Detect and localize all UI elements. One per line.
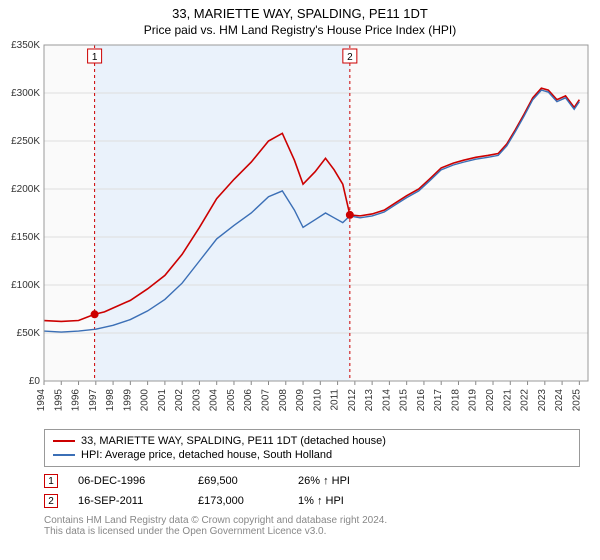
svg-text:2017: 2017 (433, 389, 444, 412)
svg-text:1997: 1997 (88, 389, 99, 412)
footer-line: This data is licensed under the Open Gov… (44, 526, 580, 537)
page-title: 33, MARIETTE WAY, SPALDING, PE11 1DT (0, 0, 600, 21)
event-table: 1 06-DEC-1996 £69,500 26% ↑ HPI 2 16-SEP… (44, 471, 580, 511)
svg-text:2021: 2021 (502, 389, 513, 412)
svg-text:1995: 1995 (53, 389, 64, 412)
event-price: £173,000 (198, 495, 278, 507)
svg-text:2018: 2018 (450, 389, 461, 412)
event-date: 06-DEC-1996 (78, 475, 178, 487)
svg-text:2022: 2022 (520, 389, 531, 412)
svg-text:2013: 2013 (364, 389, 375, 412)
legend-item: HPI: Average price, detached house, Sout… (53, 448, 571, 462)
svg-text:2008: 2008 (278, 389, 289, 412)
svg-text:£350K: £350K (11, 41, 40, 51)
page-subtitle: Price paid vs. HM Land Registry's House … (0, 21, 600, 41)
event-date: 16-SEP-2011 (78, 495, 178, 507)
svg-text:£200K: £200K (11, 184, 40, 195)
svg-text:2003: 2003 (191, 389, 202, 412)
svg-text:1: 1 (92, 52, 98, 63)
svg-text:2010: 2010 (312, 389, 323, 412)
svg-text:£50K: £50K (17, 328, 41, 339)
svg-text:£150K: £150K (11, 232, 40, 243)
svg-text:£250K: £250K (11, 136, 40, 147)
event-price: £69,500 (198, 475, 278, 487)
svg-text:1998: 1998 (105, 389, 116, 412)
svg-text:2007: 2007 (261, 389, 272, 412)
svg-text:2006: 2006 (243, 389, 254, 412)
svg-text:2025: 2025 (571, 389, 582, 412)
legend-swatch (53, 440, 75, 442)
event-marker-icon: 1 (44, 474, 58, 488)
svg-text:2002: 2002 (174, 389, 185, 412)
footer-line: Contains HM Land Registry data © Crown c… (44, 515, 580, 526)
legend-label: 33, MARIETTE WAY, SPALDING, PE11 1DT (de… (81, 435, 386, 447)
svg-text:2004: 2004 (209, 389, 220, 412)
svg-text:2015: 2015 (399, 389, 410, 412)
svg-text:1996: 1996 (71, 389, 82, 412)
svg-text:2012: 2012 (347, 389, 358, 412)
event-row: 2 16-SEP-2011 £173,000 1% ↑ HPI (44, 491, 580, 511)
svg-text:2005: 2005 (226, 389, 237, 412)
legend-label: HPI: Average price, detached house, Sout… (81, 449, 332, 461)
svg-text:2020: 2020 (485, 389, 496, 412)
event-delta: 1% ↑ HPI (298, 495, 344, 507)
svg-text:2024: 2024 (554, 389, 565, 412)
svg-text:2000: 2000 (140, 389, 151, 412)
legend: 33, MARIETTE WAY, SPALDING, PE11 1DT (de… (44, 429, 580, 467)
svg-text:2014: 2014 (381, 389, 392, 412)
event-row: 1 06-DEC-1996 £69,500 26% ↑ HPI (44, 471, 580, 491)
svg-text:2009: 2009 (295, 389, 306, 412)
svg-text:2023: 2023 (537, 389, 548, 412)
svg-text:1999: 1999 (122, 389, 133, 412)
footer-attribution: Contains HM Land Registry data © Crown c… (44, 515, 580, 537)
legend-swatch (53, 454, 75, 456)
svg-text:£300K: £300K (11, 88, 40, 99)
event-marker-icon: 2 (44, 494, 58, 508)
svg-text:£100K: £100K (11, 280, 40, 291)
svg-text:1994: 1994 (36, 389, 47, 412)
svg-text:2: 2 (347, 52, 353, 63)
svg-text:2001: 2001 (157, 389, 168, 412)
event-delta: 26% ↑ HPI (298, 475, 350, 487)
svg-text:2011: 2011 (330, 389, 341, 411)
svg-text:2019: 2019 (468, 389, 479, 412)
price-chart: £0 £50K £100K £150K £200K £250K £300K £350K 1994… (0, 41, 600, 421)
svg-text:£0: £0 (29, 376, 41, 387)
svg-text:2016: 2016 (416, 389, 427, 412)
legend-item: 33, MARIETTE WAY, SPALDING, PE11 1DT (de… (53, 434, 571, 448)
